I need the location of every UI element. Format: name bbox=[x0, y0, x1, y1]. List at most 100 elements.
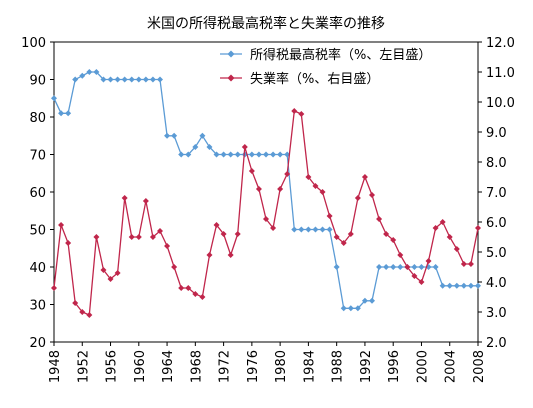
data-point bbox=[411, 273, 418, 279]
data-point bbox=[227, 252, 234, 258]
data-point bbox=[439, 282, 446, 289]
y-left-tick-label: 30 bbox=[29, 299, 46, 314]
data-point bbox=[213, 151, 220, 158]
data-point bbox=[369, 192, 375, 198]
data-point bbox=[305, 174, 312, 180]
y-left-tick-label: 70 bbox=[29, 149, 46, 164]
data-point bbox=[206, 144, 213, 150]
data-point bbox=[305, 226, 312, 233]
x-tick-label: 1976 bbox=[246, 350, 261, 383]
data-point bbox=[149, 76, 156, 83]
y-right-tick-label: 7.0 bbox=[486, 186, 507, 201]
data-point bbox=[157, 228, 163, 234]
data-point bbox=[446, 282, 453, 289]
legend-entry: 失業率（%、右目盛） bbox=[220, 71, 379, 87]
x-tick-label: 2008 bbox=[472, 350, 487, 383]
x-tick-label: 1980 bbox=[274, 350, 289, 383]
data-point bbox=[277, 186, 284, 192]
data-point bbox=[206, 252, 213, 258]
x-tick-label: 1960 bbox=[133, 350, 148, 383]
legend-entry: 所得税最高税率（%、左目盛） bbox=[220, 47, 431, 63]
y-right-tick-label: 8.0 bbox=[486, 156, 507, 171]
data-point bbox=[432, 225, 439, 231]
data-point bbox=[178, 151, 185, 158]
data-point bbox=[390, 237, 397, 243]
x-tick-label: 1964 bbox=[161, 350, 176, 383]
x-tick-label: 1988 bbox=[331, 350, 346, 383]
data-point bbox=[171, 132, 178, 139]
y-right-tick-label: 9.0 bbox=[486, 126, 507, 141]
data-point bbox=[333, 264, 340, 270]
data-point bbox=[192, 144, 199, 150]
series-line bbox=[53, 110, 479, 316]
data-point bbox=[277, 151, 284, 158]
data-point bbox=[227, 151, 234, 158]
data-point bbox=[93, 69, 100, 75]
data-point bbox=[284, 171, 291, 177]
series-layer bbox=[51, 69, 481, 318]
x-tick-label: 1952 bbox=[76, 350, 91, 383]
data-point bbox=[128, 234, 135, 240]
data-point bbox=[149, 234, 156, 240]
data-point bbox=[199, 132, 206, 139]
data-point bbox=[418, 279, 425, 285]
data-point bbox=[340, 240, 347, 246]
y-left-tick-label: 50 bbox=[29, 224, 46, 239]
data-point bbox=[65, 110, 72, 117]
data-point bbox=[164, 243, 171, 249]
data-point bbox=[326, 213, 333, 219]
data-point bbox=[291, 108, 298, 114]
series-top-tax-rate bbox=[51, 69, 481, 312]
data-point bbox=[114, 270, 121, 276]
y-left-tick-label: 20 bbox=[29, 336, 46, 351]
data-point bbox=[255, 186, 262, 192]
data-point bbox=[361, 297, 368, 304]
data-point bbox=[142, 198, 149, 204]
data-point bbox=[220, 151, 227, 158]
data-point bbox=[453, 282, 460, 289]
data-point bbox=[376, 216, 383, 222]
y-right-tick-label: 4.0 bbox=[486, 276, 507, 291]
data-point bbox=[234, 151, 241, 158]
legend: 所得税最高税率（%、左目盛） 失業率（%、右目盛） bbox=[220, 47, 431, 87]
data-point bbox=[128, 76, 135, 83]
data-point bbox=[340, 305, 347, 312]
data-point bbox=[475, 282, 481, 289]
data-point bbox=[171, 264, 178, 270]
data-point bbox=[58, 222, 65, 228]
y-right-tick-label: 3.0 bbox=[486, 306, 507, 321]
data-point bbox=[298, 111, 305, 117]
data-point bbox=[199, 294, 206, 300]
data-point bbox=[312, 226, 319, 233]
x-tick-label: 2000 bbox=[415, 350, 430, 383]
data-point bbox=[263, 216, 269, 222]
data-point bbox=[354, 195, 361, 201]
data-point bbox=[86, 312, 93, 318]
data-point bbox=[107, 276, 114, 282]
data-point bbox=[390, 264, 397, 270]
data-point bbox=[446, 234, 453, 240]
data-point bbox=[460, 261, 467, 267]
x-tick-label: 1948 bbox=[48, 350, 63, 383]
data-point bbox=[93, 234, 100, 240]
data-point bbox=[383, 264, 390, 270]
data-point bbox=[220, 231, 227, 237]
data-point bbox=[460, 282, 467, 289]
data-point bbox=[72, 300, 79, 306]
data-point bbox=[248, 151, 255, 158]
data-point bbox=[107, 76, 114, 83]
data-point bbox=[354, 305, 361, 312]
data-point bbox=[467, 261, 474, 267]
data-point bbox=[164, 132, 171, 139]
plot-frame bbox=[53, 41, 479, 343]
data-point bbox=[418, 264, 425, 270]
data-point bbox=[453, 246, 460, 252]
data-point bbox=[86, 69, 93, 75]
data-point bbox=[135, 234, 142, 240]
data-point bbox=[270, 151, 277, 158]
legend-marker bbox=[227, 50, 235, 58]
y-left-tick-label: 90 bbox=[29, 74, 46, 89]
x-tick-label: 1956 bbox=[105, 350, 120, 383]
x-tick-label: 1972 bbox=[218, 350, 233, 383]
